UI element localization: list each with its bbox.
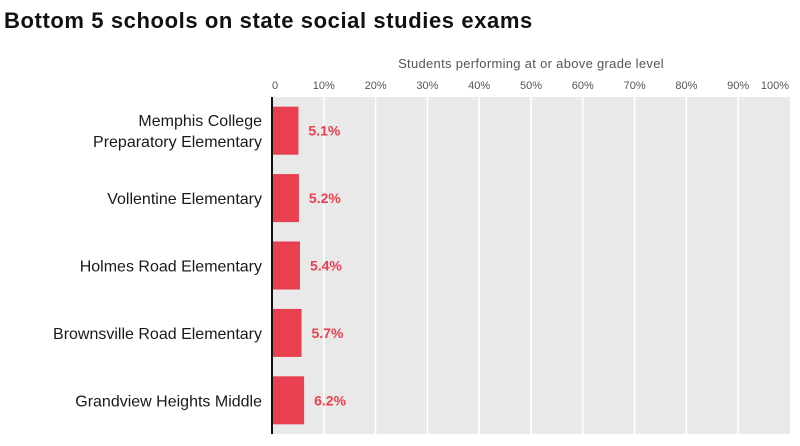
chart-title: Bottom 5 schools on state social studies…	[4, 8, 533, 33]
category-label: Grandview Heights Middle	[75, 393, 262, 410]
data-label: 5.2%	[309, 190, 341, 206]
x-tick-label: 90%	[727, 80, 749, 92]
bar	[272, 174, 299, 223]
x-tick-label: 50%	[520, 80, 542, 92]
x-tick-label: 40%	[468, 80, 490, 92]
data-label: 5.1%	[308, 123, 340, 139]
x-tick-label: 70%	[624, 80, 646, 92]
x-tick-label: 80%	[675, 80, 697, 92]
category-labels: Memphis College Preparatory Elementary Vol…	[53, 113, 262, 410]
data-label: 6.2%	[314, 392, 346, 408]
category-label: Memphis College Preparatory Elementary	[93, 113, 262, 151]
bar	[272, 308, 302, 357]
data-label: 5.7%	[312, 325, 344, 341]
data-label: 5.4%	[310, 258, 342, 274]
category-label: Vollentine Elementary	[107, 191, 262, 208]
x-tick-label: 10%	[313, 80, 335, 92]
x-tick-label: 20%	[365, 80, 387, 92]
x-tick-label: 0	[272, 80, 278, 92]
bars: 5.1% 5.2% 5.4% 5.7% 6.2%	[272, 106, 347, 425]
bar	[272, 241, 300, 290]
bar	[272, 376, 305, 425]
x-tick-label: 100%	[761, 80, 789, 92]
x-tick-label: 60%	[572, 80, 594, 92]
x-tick-label: 30%	[416, 80, 438, 92]
gridlines	[323, 97, 739, 434]
bar	[272, 106, 299, 155]
x-axis-ticks: 0 10% 20% 30% 40% 50% 60% 70% 80% 90% 100%	[272, 80, 789, 92]
category-label: Brownsville Road Elementary	[53, 326, 262, 343]
category-label: Holmes Road Elementary	[80, 259, 262, 276]
x-axis-title: Students performing at or above grade le…	[398, 56, 664, 71]
